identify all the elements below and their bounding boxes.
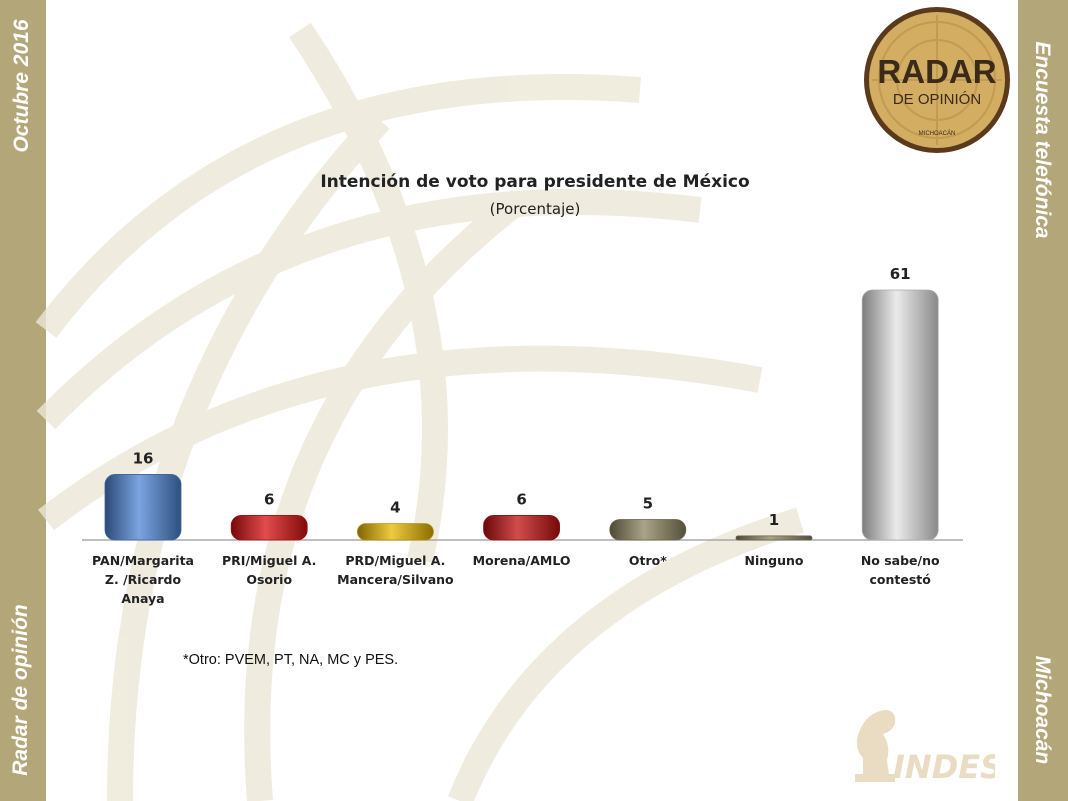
category-label-4: Otro* [629,553,667,568]
chart-title: Intención de voto para presidente de Méx… [320,172,750,192]
chart-subtitle: (Porcentaje) [489,200,581,218]
data-label-4: 5 [643,495,653,513]
logo-text-opinion: DE OPINIÓN [893,91,981,108]
category-label-6: No sabe/no contestó [861,553,940,587]
data-label-2: 4 [390,499,400,517]
category-label-1: PRI/Miguel A. Osorio [222,553,316,587]
bar-4 [609,519,687,541]
bar-6 [861,289,939,541]
indes-logo: INDES [855,710,995,786]
bar-1 [230,515,308,541]
bar-5 [735,535,813,541]
footnote: *Otro: PVEM, PT, NA, MC y PES. [183,652,399,668]
category-label-0: PAN/Margarita Z. /Ricardo Anaya [92,553,194,606]
bar-3 [483,515,561,541]
indes-text: INDES [893,748,995,786]
data-label-1: 6 [264,490,274,508]
bar-2 [356,523,434,541]
data-label-6: 61 [890,265,911,283]
category-label-2: PRD/Miguel A. Mancera/Silvano [337,553,454,587]
category-label-3: Morena/AMLO [473,553,571,568]
data-label-0: 16 [133,449,154,467]
bar-0 [104,474,182,541]
data-label-5: 1 [769,511,779,529]
logo-text-radar: RADAR [877,53,996,90]
logo-text-region: MICHOACÁN [919,130,956,137]
right-side-band [1018,0,1068,801]
radar-de-opinion-logo: RADAR DE OPINIÓN MICHOACÁN [864,7,1010,153]
category-label-5: Ninguno [745,553,804,568]
data-label-3: 6 [516,490,526,508]
